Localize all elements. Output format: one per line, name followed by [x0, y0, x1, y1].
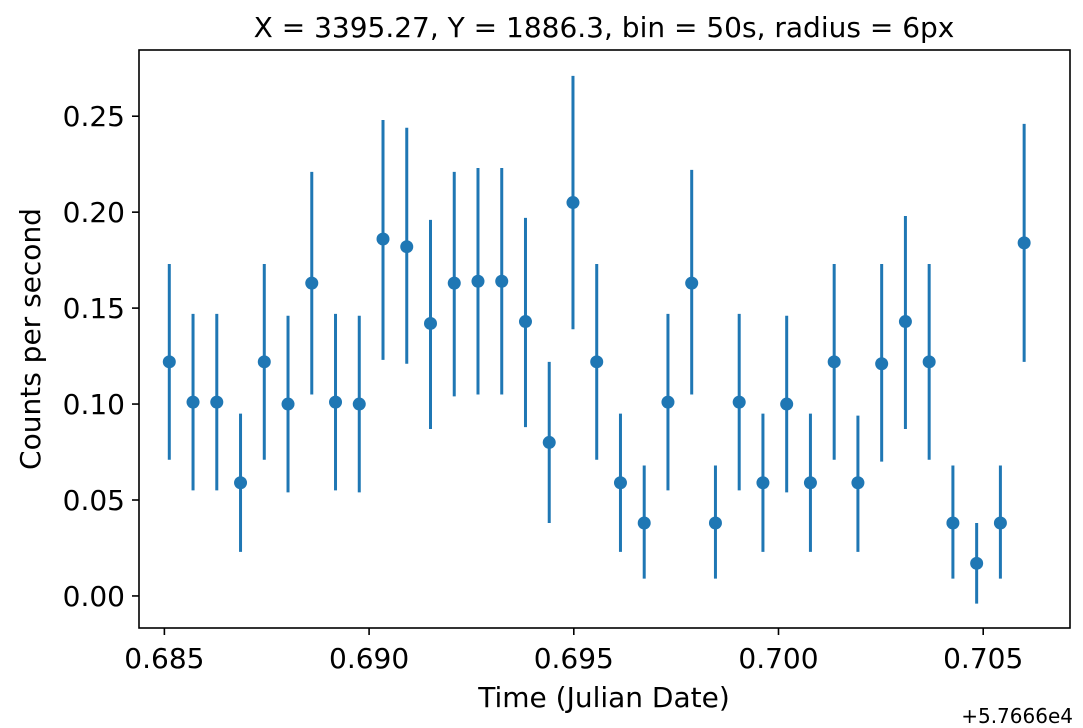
data-point [732, 395, 746, 409]
data-point [898, 315, 912, 329]
x-tick-label: 0.690 [329, 642, 409, 675]
y-axis-label: Counts per second [14, 208, 47, 470]
data-point [447, 276, 461, 290]
data-point [803, 476, 817, 490]
data-point [827, 355, 841, 369]
y-tick-label: 0.20 [63, 196, 125, 229]
data-point [946, 516, 960, 530]
y-tick-label: 0.25 [63, 100, 125, 133]
data-point [234, 476, 248, 490]
y-tick-label: 0.10 [63, 388, 125, 421]
data-point [922, 355, 936, 369]
data-point [661, 395, 675, 409]
data-point [970, 556, 984, 570]
data-point [162, 355, 176, 369]
data-point [685, 276, 699, 290]
y-tick-label: 0.00 [63, 580, 125, 613]
data-point [186, 395, 200, 409]
x-tick-label: 0.705 [943, 642, 1023, 675]
data-point [424, 316, 438, 330]
x-tick-label: 0.685 [124, 642, 204, 675]
data-point [542, 435, 556, 449]
data-point [708, 516, 722, 530]
plot-frame [138, 49, 1071, 629]
x-tick-label: 0.695 [534, 642, 614, 675]
data-point [376, 232, 390, 246]
data-point [257, 355, 271, 369]
x-axis-label: Time (Julian Date) [477, 681, 730, 714]
data-marks [162, 75, 1031, 604]
data-point [613, 476, 627, 490]
data-point [637, 516, 651, 530]
chart-title: X = 3395.27, Y = 1886.3, bin = 50s, radi… [254, 11, 955, 44]
data-point [518, 315, 532, 329]
data-point [756, 476, 770, 490]
data-point [851, 476, 865, 490]
data-point [210, 395, 224, 409]
data-point [993, 516, 1007, 530]
data-point [780, 397, 794, 411]
data-point [566, 196, 580, 210]
data-point [352, 397, 366, 411]
data-point [590, 355, 604, 369]
data-point [1017, 236, 1031, 250]
y-tick-label: 0.05 [63, 484, 125, 517]
x-offset-label: +5.7666e4 [961, 704, 1073, 728]
x-tick-label: 0.700 [738, 642, 818, 675]
x-axis: 0.685 0.690 0.695 0.700 0.705 [124, 628, 1023, 675]
data-point [305, 276, 319, 290]
data-point [281, 397, 295, 411]
data-point [471, 274, 485, 288]
data-point [400, 240, 414, 254]
y-axis: 0.00 0.05 0.10 0.15 0.20 0.25 [63, 100, 139, 613]
data-point [329, 395, 343, 409]
y-tick-label: 0.15 [63, 292, 125, 325]
data-point [495, 274, 509, 288]
data-point [875, 357, 889, 371]
